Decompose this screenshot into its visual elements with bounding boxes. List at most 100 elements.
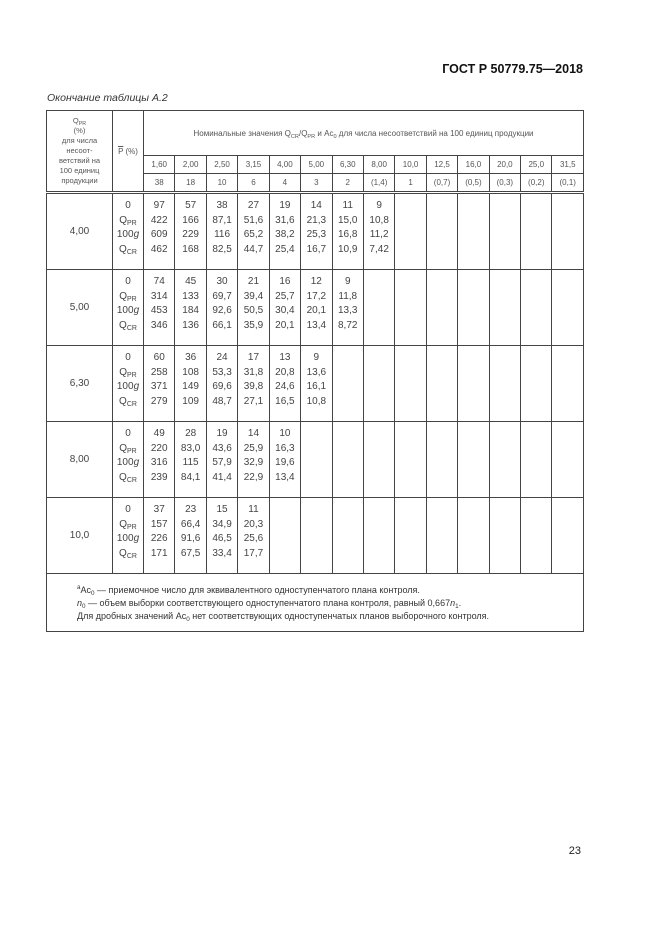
value-cell [488,497,522,574]
value-cell [488,191,522,270]
value-cell [457,269,490,346]
qpr-cell: 5,00 [46,269,113,346]
value-cell: 97 422 609 462 [142,191,176,270]
value-cell: 19 43,6 57,9 41,4 [205,421,239,498]
value-cell [300,497,333,574]
ratio-cell: 2,50 [205,155,239,174]
value-cell [362,497,396,574]
value-cell [394,421,427,498]
table-row: 5,00 0 QPR 100g QCR 74 314 453 346 45 133 184 136 30 6… [46,269,584,346]
ac-cell: (0,1) [551,173,584,193]
value-cell: 10 16,3 19,6 13,4 [268,421,302,498]
standard-number: ГОСТ Р 50779.75—2018 [442,62,583,76]
ratio-cell: 5,00 [300,155,333,174]
value-cell [551,345,584,422]
ratio-cell: 3,15 [237,155,270,174]
table-caption: Окончание таблицы А.2 [47,92,168,104]
value-cell: 14 21,3 25,3 16,7 [300,191,333,270]
value-cell [394,191,427,270]
value-cell: 19 31,6 38,2 25,4 [268,191,302,270]
value-cell: 9 13,6 16,1 10,8 [300,345,333,422]
row-labels-cell: 0 QPR 100g QCR [112,497,144,574]
footnote: Для дробных значений Ac0 нет соответству… [77,611,490,623]
ac-cell: (0,2) [520,173,553,193]
value-cell: 57 166 229 168 [174,191,207,270]
value-cell: 9 10,8 11,2 7,42 [362,191,396,270]
ac-cell: (1,4) [362,173,396,193]
value-cell [488,421,522,498]
footnote: aAc0 — приемочное число для эквивалентно… [77,584,420,597]
value-cell [520,345,553,422]
value-cell: 11 20,3 25,6 17,7 [237,497,270,574]
ratio-cell: 6,30 [331,155,364,174]
data-table: QPR (%) для числа несоот-ветствий на 100 еди… [46,110,584,632]
value-cell: 16 25,7 30,4 20,1 [268,269,302,346]
value-cell [362,421,396,498]
value-cell: 27 51,6 65,2 44,7 [237,191,270,270]
main-header: Номинальные значения QCR/QPR и Ac0 для ч… [143,110,584,156]
value-cell: 60 258 371 279 [142,345,176,422]
value-cell [394,497,427,574]
value-cell [457,497,490,574]
value-cell [362,345,396,422]
table-row: 4,00 0 QPR 100g QCR 97 422 609 462 57 166 229 168 38 8… [46,191,584,270]
ratio-cell: 8,00 [362,155,396,174]
footnotes: aAc0 — приемочное число для эквивалентно… [46,573,584,632]
ratio-cell: 1,60 [142,155,176,174]
value-cell: 17 31,8 39,8 27,1 [237,345,270,422]
ac-cell: (0,3) [488,173,522,193]
value-cell: 30 69,7 92,6 66,1 [205,269,239,346]
table-row: 10,0 0 QPR 100g QCR 37 157 226 171 23 66,4 91,6 67,5… [46,497,584,574]
ratio-cell: 16,0 [457,155,490,174]
value-cell: 74 314 453 346 [142,269,176,346]
value-cell [551,497,584,574]
value-cell [457,421,490,498]
ratio-cell: 31,5 [551,155,584,174]
value-cell [394,269,427,346]
value-cell [425,269,459,346]
value-cell: 12 17,2 20,1 13,4 [300,269,333,346]
value-cell [268,497,302,574]
row-labels-cell: 0 QPR 100g QCR [112,345,144,422]
ac-cell: 6 [237,173,270,193]
value-cell [457,191,490,270]
qpr-column-header: QPR (%) для числа несоот-ветствий на 100 еди… [46,110,113,193]
value-cell: 28 83,0 115 84,1 [174,421,207,498]
value-cell [362,269,396,346]
qpr-cell: 4,00 [46,191,113,270]
value-cell [425,345,459,422]
ac-cell: (0,5) [457,173,490,193]
ratio-cell: 2,00 [174,155,207,174]
value-cell [488,269,522,346]
value-cell [331,497,364,574]
ac-cell: 18 [174,173,207,193]
ratio-cell: 12,5 [425,155,459,174]
value-cell [551,191,584,270]
value-cell: 37 157 226 171 [142,497,176,574]
ac-cell: 4 [268,173,302,193]
ratio-cell: 20,0 [488,155,522,174]
value-cell [520,497,553,574]
value-cell [331,421,364,498]
value-cell [300,421,333,498]
value-cell: 15 34,9 46,5 33,4 [205,497,239,574]
value-cell [457,345,490,422]
value-cell [551,269,584,346]
row-labels-cell: 0 QPR 100g QCR [112,421,144,498]
value-cell [331,345,364,422]
value-cell: 11 15,0 16,8 10,9 [331,191,364,270]
ratio-cell: 10,0 [394,155,427,174]
value-cell: 45 133 184 136 [174,269,207,346]
value-cell [488,345,522,422]
value-cell [520,421,553,498]
value-cell [520,269,553,346]
value-cell [551,421,584,498]
table-row: 8,00 0 QPR 100g QCR 49 220 316 239 28 83,0 115 84,1 1… [46,421,584,498]
value-cell: 13 20,8 24,6 16,5 [268,345,302,422]
value-cell: 38 87,1 116 82,5 [205,191,239,270]
qpr-cell: 8,00 [46,421,113,498]
ac-cell: 10 [205,173,239,193]
value-cell: 9 11,8 13,3 8,72 [331,269,364,346]
ac-cell: 2 [331,173,364,193]
qpr-cell: 10,0 [46,497,113,574]
